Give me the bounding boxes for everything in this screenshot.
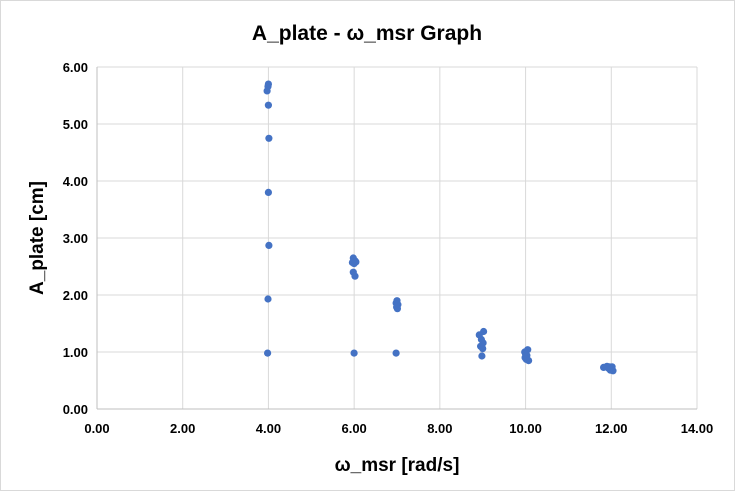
y-tick-label: 2.00 bbox=[63, 288, 88, 303]
data-points bbox=[263, 80, 617, 375]
data-point bbox=[263, 87, 271, 95]
tick-labels: 0.00 2.00 4.00 6.00 8.00 10.00 12.00 14.00 0.00 1… bbox=[63, 60, 714, 436]
data-point bbox=[479, 345, 487, 353]
x-tick-label: 0.00 bbox=[84, 421, 109, 436]
y-tick-label: 4.00 bbox=[63, 174, 88, 189]
chart-title: A_plate - ω_msr Graph bbox=[252, 22, 482, 45]
data-point bbox=[264, 188, 272, 196]
y-tick-label: 6.00 bbox=[63, 60, 88, 75]
data-point bbox=[265, 241, 273, 249]
gridlines bbox=[97, 66, 698, 409]
x-tick-label: 4.00 bbox=[256, 421, 281, 436]
data-point bbox=[350, 260, 358, 268]
data-point bbox=[478, 352, 486, 360]
y-tick-label: 5.00 bbox=[63, 117, 88, 132]
data-point bbox=[265, 134, 273, 142]
y-tick-label: 0.00 bbox=[63, 402, 88, 417]
data-point bbox=[264, 295, 272, 303]
data-point bbox=[392, 349, 400, 357]
x-tick-label: 12.00 bbox=[595, 421, 628, 436]
y-tick-label: 3.00 bbox=[63, 231, 88, 246]
data-point bbox=[264, 101, 272, 109]
x-tick-label: 14.00 bbox=[681, 421, 714, 436]
x-tick-label: 2.00 bbox=[170, 421, 195, 436]
data-point bbox=[480, 327, 488, 336]
data-point bbox=[350, 349, 358, 357]
x-axis-title: ω_msr [rad/s] bbox=[335, 455, 460, 476]
axes bbox=[96, 67, 697, 410]
data-point bbox=[525, 357, 533, 365]
data-point bbox=[351, 272, 359, 280]
y-axis-title: A_plate [cm] bbox=[27, 181, 48, 295]
x-tick-label: 6.00 bbox=[341, 421, 366, 436]
data-point bbox=[264, 349, 272, 357]
x-tick-label: 10.00 bbox=[509, 421, 542, 436]
data-point bbox=[393, 305, 401, 313]
data-point bbox=[609, 367, 617, 375]
x-tick-label: 8.00 bbox=[427, 421, 452, 436]
y-tick-label: 1.00 bbox=[63, 345, 88, 360]
